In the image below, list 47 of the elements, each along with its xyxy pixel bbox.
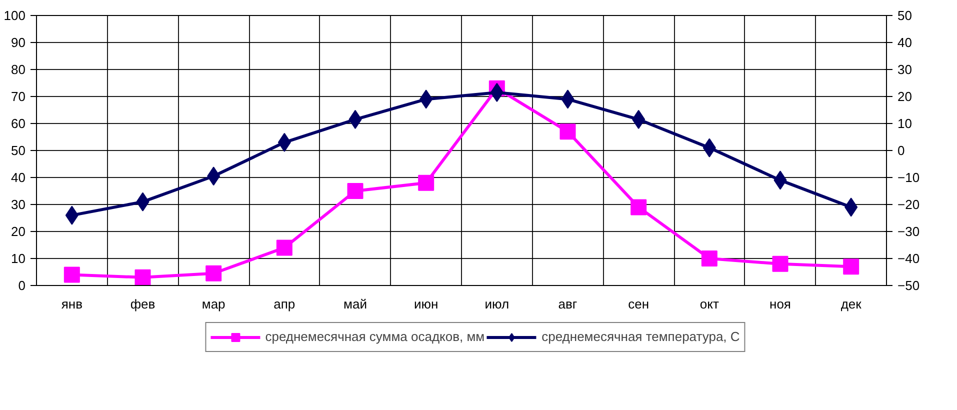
y2-tick-label: 0 <box>898 143 905 158</box>
y2-tick-label: −50 <box>898 278 920 293</box>
y2-tick-label: 50 <box>898 8 912 23</box>
y2-tick-label: 40 <box>898 35 912 50</box>
y-tick-label: 50 <box>11 143 26 158</box>
x-tick-label: авг <box>558 296 578 312</box>
y-tick-label: 20 <box>11 224 26 239</box>
y-tick-label: 70 <box>11 89 26 104</box>
x-tick-label: окт <box>700 296 719 312</box>
legend-label: среднемесячная температура, С <box>542 329 740 344</box>
y-tick-label: 90 <box>11 35 26 50</box>
x-tick-label: янв <box>61 296 83 312</box>
x-tick-label: июн <box>414 296 438 312</box>
y-tick-label: 30 <box>11 197 26 212</box>
y-tick-label: 40 <box>11 170 26 185</box>
point <box>560 124 576 140</box>
point <box>772 256 788 272</box>
point <box>64 266 80 283</box>
y-tick-label: 100 <box>4 8 26 23</box>
point <box>276 240 292 256</box>
x-tick-label: мар <box>202 296 226 312</box>
point <box>630 199 647 216</box>
x-tick-label: дек <box>840 296 862 312</box>
x-tick-label: июл <box>484 296 510 312</box>
point <box>206 265 222 282</box>
y-tick-label: 10 <box>11 251 26 266</box>
x-tick-label: ноя <box>770 296 791 312</box>
y2-tick-label: −40 <box>898 251 920 266</box>
y-tick-label: 0 <box>18 278 26 293</box>
point <box>134 269 151 286</box>
point <box>347 183 364 199</box>
x-tick-label: сен <box>628 296 650 312</box>
y-tick-label: 60 <box>11 116 26 131</box>
point <box>418 174 434 191</box>
x-tick-label: фев <box>130 296 156 312</box>
x-tick-label: апр <box>274 296 296 312</box>
y2-tick-label: −30 <box>898 224 920 239</box>
y-tick-label: 80 <box>11 62 26 77</box>
legend-label: среднемесячная сумма осадков, мм <box>265 329 485 344</box>
y2-tick-label: −10 <box>898 170 920 185</box>
point <box>701 250 718 266</box>
x-tick-label: май <box>344 296 367 312</box>
y2-tick-label: 30 <box>898 62 912 77</box>
y2-tick-label: −20 <box>898 197 920 212</box>
point <box>843 258 860 275</box>
y2-tick-label: 10 <box>898 116 912 131</box>
y2-tick-label: 20 <box>898 89 912 104</box>
